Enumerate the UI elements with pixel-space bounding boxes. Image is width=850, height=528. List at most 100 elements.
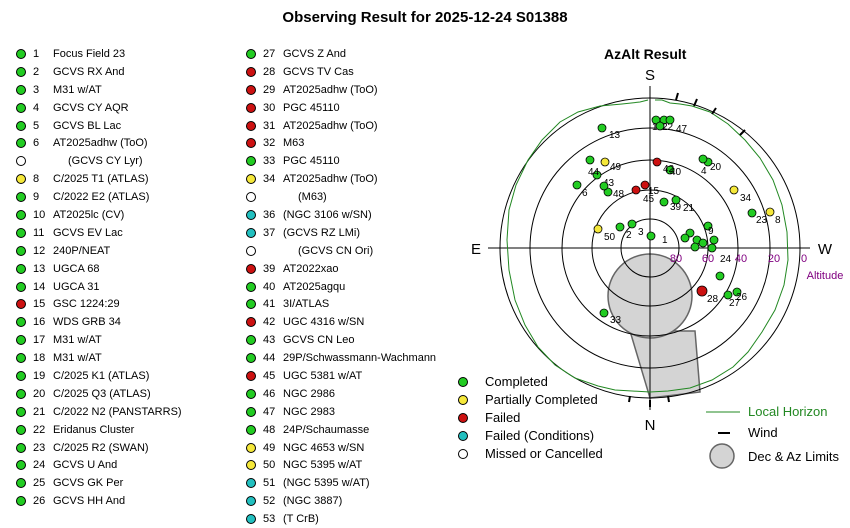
marker-dot bbox=[698, 154, 708, 164]
target-name: (NGC 3106 w/SN) bbox=[283, 208, 372, 221]
target-name: (T CrB) bbox=[283, 513, 319, 526]
wind-tick bbox=[628, 395, 631, 403]
compass-e: E bbox=[471, 241, 481, 258]
target-list-item: 18 M31 w/AT bbox=[16, 349, 182, 367]
target-marker: 27 bbox=[723, 290, 741, 309]
target-number: 9 bbox=[33, 191, 40, 204]
target-marker: 6 bbox=[572, 180, 588, 199]
target-list-item: 16 WDS GRB 34 bbox=[16, 313, 182, 331]
target-name: GCVS HH And bbox=[53, 495, 126, 508]
altitude-axis-label: Altitude bbox=[807, 270, 844, 282]
target-number: 27 bbox=[263, 47, 276, 60]
target-list-left: 1 Focus Field 23 2 GCVS RX And 3 M31 w/AT 4 GCV… bbox=[16, 45, 182, 510]
legend-label: Dec & Az Limits bbox=[748, 448, 840, 464]
target-list-item: 11 GCVS EV Lac bbox=[16, 224, 182, 242]
marker-dot bbox=[593, 224, 603, 234]
target-list-item: 49 NGC 4653 w/SN bbox=[246, 439, 436, 457]
target-list-item: (M63) bbox=[246, 188, 436, 206]
target-name: NGC 5395 w/AT bbox=[283, 459, 363, 472]
target-marker bbox=[709, 235, 719, 245]
target-number: 16 bbox=[33, 316, 46, 329]
status-dot bbox=[16, 388, 26, 399]
legend-wind: Wind bbox=[706, 425, 778, 440]
target-name: M31 w/AT bbox=[53, 83, 102, 96]
target-list-item: 41 3I/ATLAS bbox=[246, 295, 436, 313]
target-marker: 50 bbox=[593, 224, 616, 243]
status-dot bbox=[246, 263, 256, 274]
marker-dot bbox=[640, 180, 650, 190]
status-dot bbox=[246, 192, 256, 203]
target-list-item: 2 GCVS RX And bbox=[16, 63, 182, 81]
target-number: 37 bbox=[263, 226, 276, 239]
target-number: 34 bbox=[263, 173, 276, 186]
local-horizon-line bbox=[506, 99, 789, 393]
target-marker: 47 bbox=[665, 115, 688, 135]
target-number: 40 bbox=[263, 280, 276, 293]
target-name: M31 w/AT bbox=[53, 352, 102, 365]
alt-tick-label: 40 bbox=[735, 253, 747, 265]
target-list-item: 19 C/2025 K1 (ATLAS) bbox=[16, 367, 182, 385]
target-list-item: 48 24P/Schaumasse bbox=[246, 421, 436, 439]
target-list-item: 22 Eridanus Cluster bbox=[16, 421, 182, 439]
marker-dot bbox=[715, 271, 725, 281]
target-list-item: 15 GSC 1224:29 bbox=[16, 295, 182, 313]
status-dot bbox=[458, 376, 468, 387]
target-marker: 43 bbox=[592, 170, 615, 189]
target-list-item: 14 UGCA 31 bbox=[16, 278, 182, 296]
marker-label: 15 bbox=[648, 186, 660, 197]
status-dot bbox=[246, 156, 256, 167]
wind-swatch bbox=[718, 431, 730, 434]
marker-dot bbox=[671, 195, 681, 205]
wind-ticks bbox=[628, 92, 746, 407]
marker-dot bbox=[659, 197, 669, 207]
status-dot bbox=[246, 406, 256, 417]
status-dot bbox=[246, 299, 256, 310]
target-list-item: 12 240P/NEAT bbox=[16, 242, 182, 260]
target-name: GSC 1224:29 bbox=[53, 298, 120, 311]
target-number: 46 bbox=[263, 387, 276, 400]
target-number: 15 bbox=[33, 298, 46, 311]
target-marker: 45 bbox=[631, 185, 655, 205]
status-dot bbox=[16, 156, 26, 167]
status-dot bbox=[16, 192, 26, 203]
target-list-item: 4 GCVS CY AQR bbox=[16, 99, 182, 117]
target-number: 36 bbox=[263, 208, 276, 221]
target-name: 24P/Schaumasse bbox=[283, 423, 370, 436]
status-dot bbox=[246, 514, 256, 525]
target-marker: 34 bbox=[729, 185, 752, 204]
target-name: C/2022 N2 (PANSTARRS) bbox=[53, 405, 182, 418]
target-number: 13 bbox=[33, 262, 46, 275]
target-marker bbox=[655, 121, 665, 131]
target-list-item: (GCVS CN Ori) bbox=[246, 242, 436, 260]
target-name: UGC 5381 w/AT bbox=[283, 369, 363, 382]
target-marker: 48 bbox=[603, 187, 625, 200]
marker-dot bbox=[652, 157, 662, 167]
marker-dot bbox=[599, 308, 609, 318]
target-number: 12 bbox=[33, 244, 46, 257]
target-name: NGC 2983 bbox=[283, 405, 335, 418]
status-dot bbox=[16, 209, 26, 220]
marker-label: 27 bbox=[729, 298, 741, 309]
marker-label: 22 bbox=[662, 122, 674, 133]
target-list-item: 39 AT2022xao bbox=[246, 260, 436, 278]
marker-label: 1 bbox=[662, 235, 668, 246]
marker-dot bbox=[665, 115, 675, 125]
status-dot bbox=[246, 174, 256, 185]
status-dot bbox=[246, 442, 256, 453]
target-list-item: 40 AT2025agqu bbox=[246, 278, 436, 296]
status-dot bbox=[16, 66, 26, 77]
status-dot bbox=[246, 460, 256, 471]
marker-label: 45 bbox=[643, 194, 655, 205]
page-title: Observing Result for 2025-12-24 S01388 bbox=[282, 9, 568, 26]
target-number: 44 bbox=[263, 352, 276, 365]
target-list-item: 46 NGC 2986 bbox=[246, 385, 436, 403]
target-list-item: 21 C/2022 N2 (PANSTARRS) bbox=[16, 403, 182, 421]
legend-label: Partially Completed bbox=[485, 392, 598, 407]
alt-tick-label: 80 bbox=[670, 253, 682, 265]
target-list-item: 10 AT2025lc (CV) bbox=[16, 206, 182, 224]
target-name: GCVS EV Lac bbox=[53, 226, 123, 239]
target-number: 31 bbox=[263, 119, 276, 132]
marker-dot bbox=[615, 222, 625, 232]
marker-label: 28 bbox=[707, 294, 719, 305]
status-dot bbox=[246, 84, 256, 95]
